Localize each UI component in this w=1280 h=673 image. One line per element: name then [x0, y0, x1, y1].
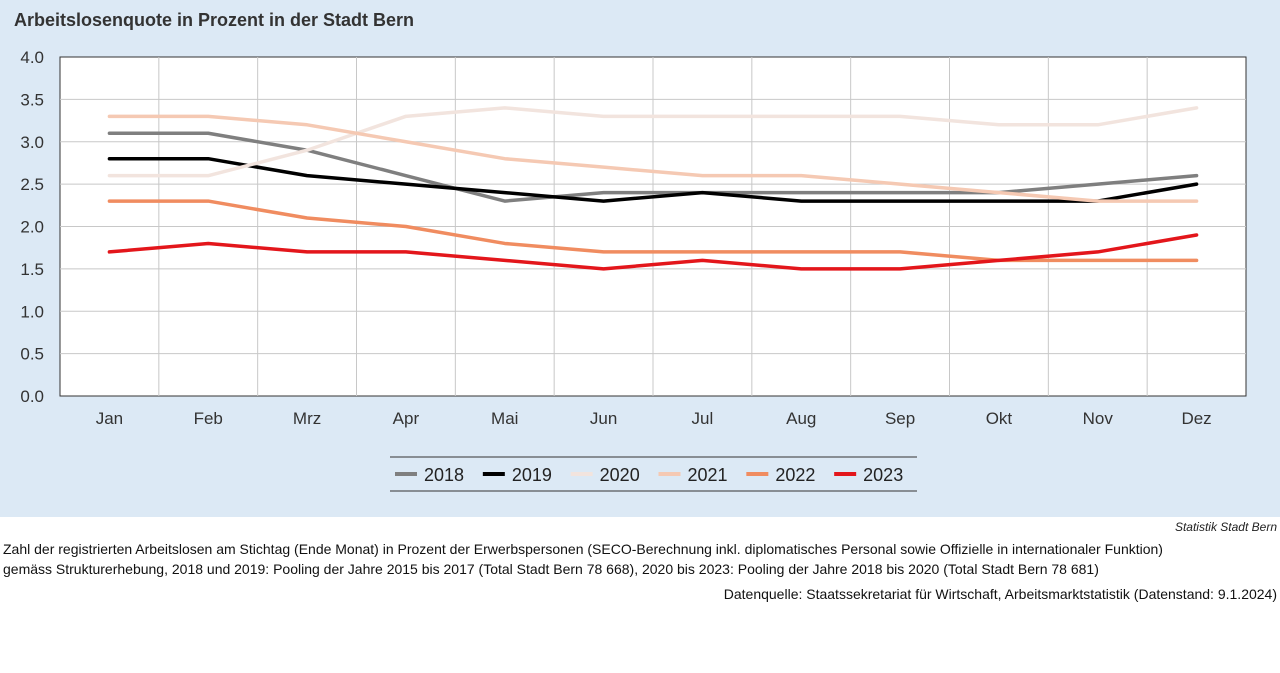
footnote: Zahl der registrierten Arbeitslosen am S…: [3, 539, 1273, 579]
y-tick-label: 1.5: [20, 260, 44, 279]
y-tick-label: 1.0: [20, 302, 44, 321]
x-tick-label: Dez: [1181, 409, 1211, 428]
y-tick-label: 0.5: [20, 345, 44, 364]
legend-label-2021: 2021: [688, 465, 728, 485]
y-tick-label: 4.0: [20, 48, 44, 67]
y-tick-label: 3.5: [20, 90, 44, 109]
x-tick-label: Mai: [491, 409, 518, 428]
y-axis-ticks: 0.0 0.5 1.0 1.5 2.0 2.5 3.0 3.5 4.0: [20, 48, 44, 406]
legend-label-2019: 2019: [512, 465, 552, 485]
chart-area: Arbeitslosenquote in Prozent in der Stad…: [0, 0, 1280, 517]
legend-label-2020: 2020: [600, 465, 640, 485]
y-tick-label: 3.0: [20, 133, 44, 152]
x-tick-label: Jul: [692, 409, 714, 428]
x-tick-label: Apr: [393, 409, 420, 428]
x-tick-label: Sep: [885, 409, 915, 428]
series-line-2018: [107, 131, 1199, 203]
x-axis-ticks: Jan Feb Mrz Apr Mai Jun Jul Aug Sep Okt Nov Dez: [96, 409, 1212, 428]
chart-title: Arbeitslosenquote in Prozent in der Stad…: [14, 10, 415, 30]
series-line-2021: [107, 114, 1199, 203]
data-source: Datenquelle: Staatssekretariat für Wirts…: [723, 586, 1277, 602]
legend-label-2023: 2023: [863, 465, 903, 485]
series-line-2020: [107, 106, 1199, 178]
y-tick-label: 0.0: [20, 387, 44, 406]
legend: 2018 2019 2020 2021 2022 2023: [390, 456, 917, 492]
footnote-line-1: Zahl der registrierten Arbeitslosen am S…: [3, 541, 1163, 557]
y-tick-label: 2.0: [20, 218, 44, 237]
x-tick-label: Jun: [590, 409, 617, 428]
x-tick-label: Nov: [1083, 409, 1114, 428]
line-chart: 0.0 0.5 1.0 1.5 2.0 2.5 3.0 3.5 4.0 Jan Feb Mrz Apr…: [20, 48, 1247, 492]
legend-label-2018: 2018: [424, 465, 464, 485]
x-tick-label: Mrz: [293, 409, 321, 428]
series-line-2023: [107, 233, 1199, 271]
y-tick-label: 2.5: [20, 175, 44, 194]
legend-label-2022: 2022: [775, 465, 815, 485]
series-line-2019: [107, 156, 1199, 203]
series-lines: [107, 106, 1199, 271]
x-tick-label: Okt: [986, 409, 1013, 428]
x-tick-label: Jan: [96, 409, 123, 428]
x-tick-label: Aug: [786, 409, 816, 428]
footnote-line-2: gemäss Strukturerhebung, 2018 und 2019: …: [3, 561, 1099, 577]
x-tick-label: Feb: [194, 409, 223, 428]
source-label: Statistik Stadt Bern: [1174, 520, 1277, 534]
